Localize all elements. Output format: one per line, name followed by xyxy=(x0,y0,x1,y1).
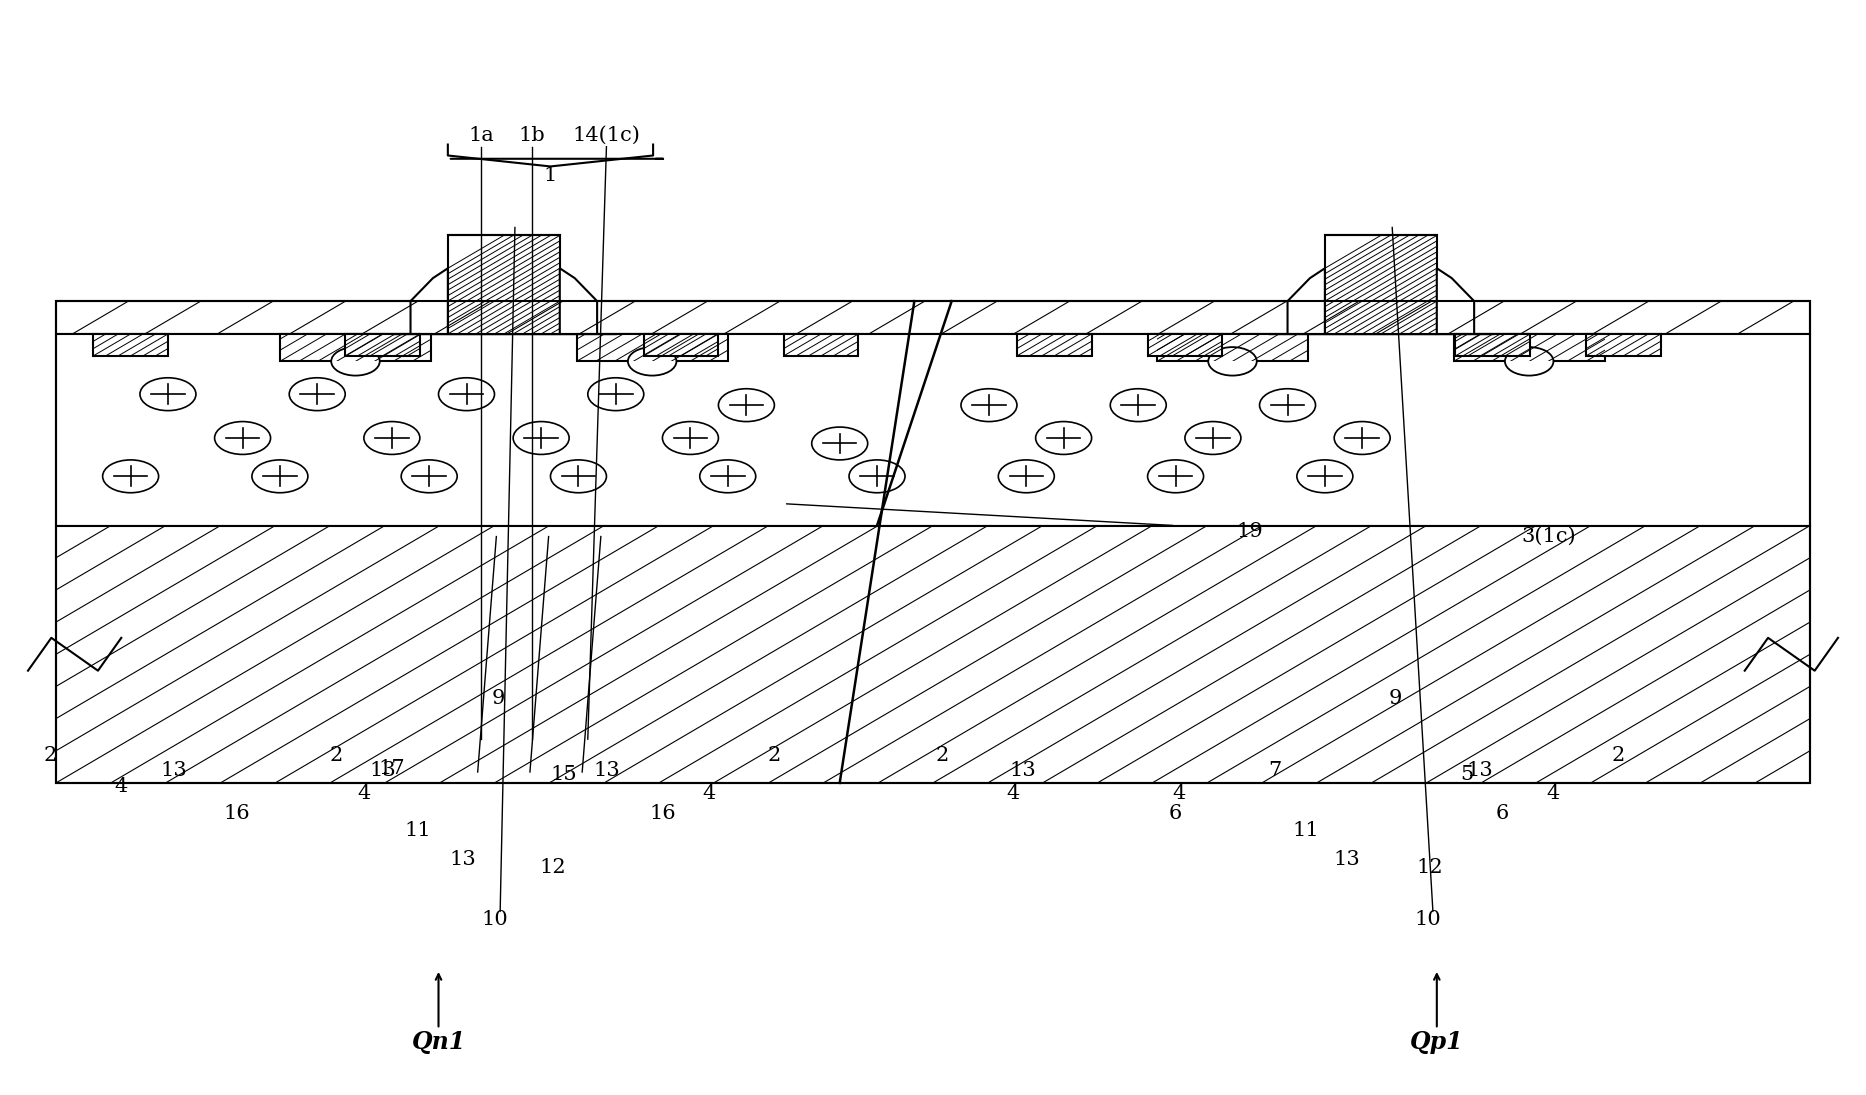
Polygon shape xyxy=(560,268,597,334)
Text: 1a: 1a xyxy=(468,126,494,146)
Text: 2: 2 xyxy=(328,746,343,765)
Circle shape xyxy=(998,460,1054,493)
Circle shape xyxy=(588,378,644,411)
Text: 19: 19 xyxy=(1237,521,1263,541)
Circle shape xyxy=(627,347,677,376)
Polygon shape xyxy=(1454,334,1605,361)
Circle shape xyxy=(700,460,756,493)
Polygon shape xyxy=(1455,334,1530,356)
Text: 4: 4 xyxy=(114,776,129,796)
Circle shape xyxy=(961,389,1017,422)
Circle shape xyxy=(1260,389,1316,422)
Polygon shape xyxy=(56,301,1810,334)
Text: 10: 10 xyxy=(1414,910,1441,930)
Text: 4: 4 xyxy=(1006,784,1021,804)
Polygon shape xyxy=(1148,334,1222,356)
Circle shape xyxy=(550,460,606,493)
Text: 3(1c): 3(1c) xyxy=(1521,527,1577,546)
Text: 13: 13 xyxy=(1334,850,1360,869)
Circle shape xyxy=(364,422,420,454)
Circle shape xyxy=(439,378,494,411)
Text: 1b: 1b xyxy=(519,126,545,146)
Text: 13: 13 xyxy=(369,761,396,781)
Text: 2: 2 xyxy=(43,746,58,765)
Circle shape xyxy=(513,422,569,454)
Text: 13: 13 xyxy=(1010,761,1036,781)
Polygon shape xyxy=(56,334,1810,526)
Polygon shape xyxy=(280,334,431,361)
Text: 13: 13 xyxy=(1467,761,1493,781)
Polygon shape xyxy=(56,526,1810,783)
Text: 6: 6 xyxy=(1168,804,1183,823)
Circle shape xyxy=(849,460,905,493)
Circle shape xyxy=(1148,460,1204,493)
Text: 9: 9 xyxy=(1388,689,1403,708)
Text: 2: 2 xyxy=(935,746,950,765)
Text: 4: 4 xyxy=(1545,784,1560,804)
Text: 12: 12 xyxy=(539,857,565,877)
Circle shape xyxy=(401,460,457,493)
Text: 4: 4 xyxy=(1172,784,1187,804)
Text: 11: 11 xyxy=(1293,820,1319,840)
Polygon shape xyxy=(1017,334,1092,356)
Text: 16: 16 xyxy=(649,804,675,823)
Text: 7: 7 xyxy=(1267,761,1282,781)
Circle shape xyxy=(1297,460,1353,493)
Text: Qn1: Qn1 xyxy=(411,1030,466,1054)
Text: 2: 2 xyxy=(767,746,782,765)
Polygon shape xyxy=(784,334,858,356)
Circle shape xyxy=(1334,422,1390,454)
Circle shape xyxy=(662,422,718,454)
Circle shape xyxy=(215,422,271,454)
Text: 4: 4 xyxy=(356,784,371,804)
Circle shape xyxy=(1185,422,1241,454)
Circle shape xyxy=(1036,422,1092,454)
Text: 15: 15 xyxy=(550,764,577,784)
Text: 6: 6 xyxy=(1495,804,1510,823)
Text: 13: 13 xyxy=(160,761,187,781)
Text: 4: 4 xyxy=(702,784,717,804)
Text: 5: 5 xyxy=(1459,764,1474,784)
Circle shape xyxy=(289,378,345,411)
Text: 11: 11 xyxy=(405,820,431,840)
Text: 17: 17 xyxy=(379,759,405,779)
Polygon shape xyxy=(644,334,718,356)
Polygon shape xyxy=(577,334,728,361)
Polygon shape xyxy=(345,334,420,356)
Text: 9: 9 xyxy=(491,689,506,708)
Text: 13: 13 xyxy=(450,850,476,869)
Circle shape xyxy=(1207,347,1256,376)
Polygon shape xyxy=(93,334,168,356)
Circle shape xyxy=(1110,389,1166,422)
Circle shape xyxy=(1504,347,1554,376)
Text: 10: 10 xyxy=(481,910,508,930)
Polygon shape xyxy=(411,268,448,334)
Polygon shape xyxy=(1288,268,1325,334)
Circle shape xyxy=(812,427,868,460)
Circle shape xyxy=(718,389,774,422)
Text: 14(1c): 14(1c) xyxy=(573,126,640,146)
Text: 16: 16 xyxy=(224,804,250,823)
Text: 13: 13 xyxy=(593,761,620,781)
Circle shape xyxy=(252,460,308,493)
Text: 2: 2 xyxy=(1610,746,1625,765)
Circle shape xyxy=(103,460,159,493)
Polygon shape xyxy=(1586,334,1661,356)
Text: 12: 12 xyxy=(1416,857,1442,877)
Polygon shape xyxy=(448,235,560,334)
Text: Qp1: Qp1 xyxy=(1411,1030,1463,1054)
Text: 1: 1 xyxy=(543,165,558,185)
Polygon shape xyxy=(1437,268,1474,334)
Polygon shape xyxy=(1157,334,1308,361)
Polygon shape xyxy=(1325,235,1437,334)
Circle shape xyxy=(332,347,381,376)
Circle shape xyxy=(140,378,196,411)
